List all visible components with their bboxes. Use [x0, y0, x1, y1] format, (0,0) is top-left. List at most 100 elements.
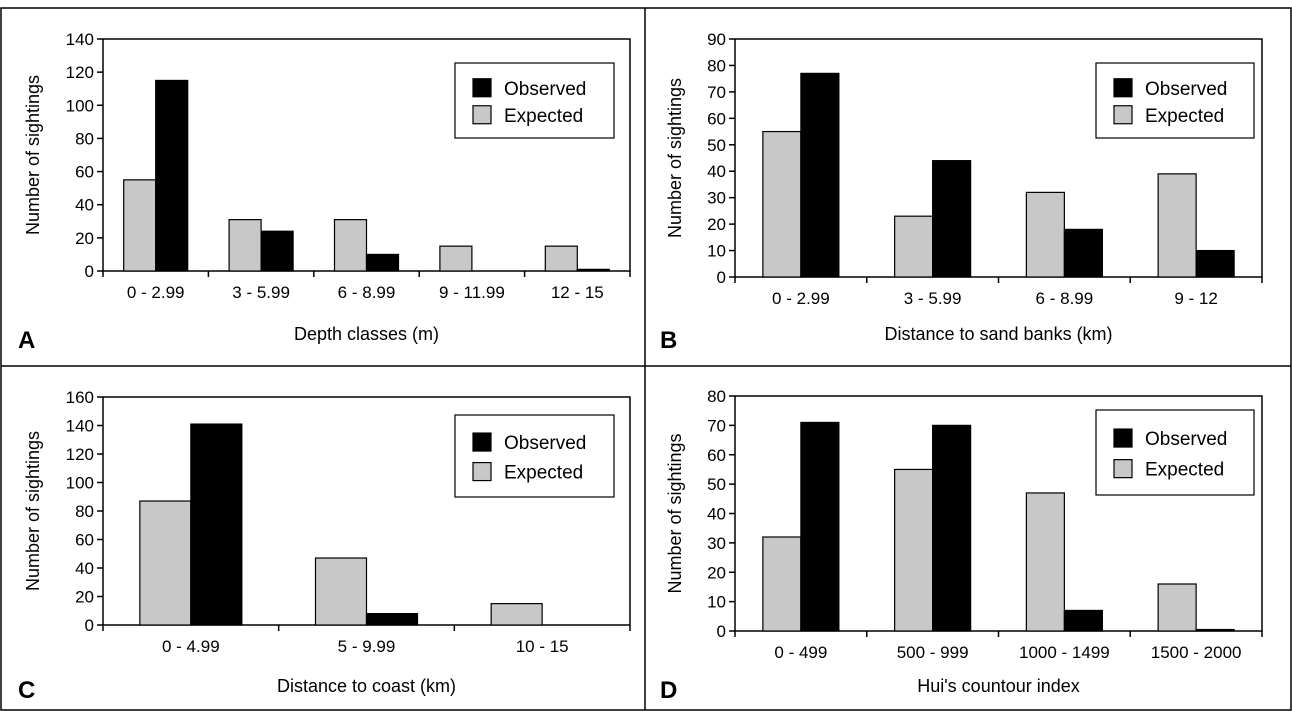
y-tick-label: 140 [66, 30, 94, 49]
x-tick-label: 6 - 8.99 [338, 283, 396, 302]
legend-swatch-expected [1113, 105, 1133, 125]
y-tick-label: 60 [75, 163, 94, 182]
bar-expected [762, 536, 802, 632]
y-tick-label: 60 [75, 531, 94, 550]
legend-label-expected: Expected [1145, 460, 1224, 481]
bar-observed [1063, 609, 1103, 632]
legend-box [454, 414, 615, 498]
y-tick-label: 70 [707, 83, 726, 102]
legend-box [1095, 409, 1255, 496]
chart-panel-b: 0 10 20 30 40 50 60 70 80 90 0 - 2.99 3 - 5.99 6 - 8… [660, 30, 1263, 354]
x-tick-label: 0 - 2.99 [772, 289, 830, 308]
y-tick-label: 10 [707, 593, 726, 612]
bar-observed [1195, 249, 1235, 278]
bar-expected [439, 245, 473, 272]
legend-swatch-observed [1113, 428, 1133, 448]
y-tick-label: 0 [85, 616, 94, 635]
y-tick-label: 40 [75, 196, 94, 215]
y-tick-label: 30 [707, 534, 726, 553]
legend: Observed Expected [1095, 62, 1255, 139]
panel-letter: B [660, 327, 677, 354]
y-tick-label: 10 [707, 242, 726, 261]
y-tick-label: 80 [707, 387, 726, 406]
bar-expected [1157, 173, 1197, 278]
bar-expected [228, 219, 262, 272]
y-tick-label: 40 [707, 505, 726, 524]
y-tick-label: 60 [707, 446, 726, 465]
bar-observed [800, 72, 840, 278]
legend: Observed Expected [454, 62, 615, 139]
x-tick-label: 3 - 5.99 [904, 289, 962, 308]
x-tick-label: 0 - 4.99 [162, 637, 220, 656]
bar-observed [800, 421, 840, 632]
y-tick-label: 20 [707, 563, 726, 582]
legend-swatch-expected [472, 105, 492, 125]
y-tick-label: 50 [707, 136, 726, 155]
x-tick-label: 6 - 8.99 [1036, 289, 1094, 308]
bar-observed [1063, 228, 1103, 278]
bar-expected [1025, 191, 1065, 278]
y-tick-label: 40 [707, 162, 726, 181]
legend-swatch-observed [472, 432, 492, 452]
y-tick-label: 80 [707, 56, 726, 75]
bar-expected [762, 130, 802, 278]
legend-swatch-observed [472, 78, 492, 98]
legend: Observed Expected [454, 414, 615, 498]
x-tick-label: 1500 - 2000 [1151, 643, 1242, 662]
legend-label-observed: Observed [1145, 79, 1227, 100]
panel-letter: D [660, 677, 677, 704]
y-tick-label: 120 [66, 63, 94, 82]
legend-label-expected: Expected [1145, 106, 1224, 127]
y-axis-title: Number of sightings [23, 431, 43, 591]
y-tick-label: 90 [707, 30, 726, 49]
bar-expected [123, 179, 157, 272]
bar-expected [1025, 492, 1065, 632]
y-tick-label: 0 [717, 268, 726, 287]
y-tick-label: 80 [75, 129, 94, 148]
legend-label-observed: Observed [504, 433, 586, 454]
bar-observed [932, 160, 972, 278]
bar-expected [314, 557, 368, 626]
y-axis-title: Number of sightings [23, 75, 43, 235]
x-tick-label: 12 - 15 [551, 283, 604, 302]
y-tick-label: 80 [75, 502, 94, 521]
bar-observed [576, 268, 610, 272]
legend-label-observed: Observed [504, 79, 586, 100]
x-tick-label: 0 - 2.99 [127, 283, 185, 302]
y-axis-title: Number of sightings [665, 78, 685, 238]
bar-expected [139, 500, 192, 626]
x-tick-label: 9 - 11.99 [439, 283, 505, 302]
bar-expected [490, 603, 543, 626]
x-tick-label: 500 - 999 [897, 643, 969, 662]
x-tick-label: 9 - 12 [1174, 289, 1217, 308]
bar-expected [1157, 583, 1197, 632]
y-tick-label: 50 [707, 475, 726, 494]
y-tick-label: 30 [707, 189, 726, 208]
bar-observed [365, 253, 400, 272]
x-axis-title: Distance to sand banks (km) [884, 324, 1112, 344]
legend-box [1095, 62, 1255, 139]
y-tick-label: 0 [717, 622, 726, 641]
bar-observed [932, 424, 972, 632]
legend-label-observed: Observed [1145, 429, 1227, 450]
bar-observed [260, 230, 294, 272]
y-tick-label: 70 [707, 416, 726, 435]
y-tick-label: 100 [66, 474, 94, 493]
bar-observed [1195, 628, 1235, 632]
chart-panel-a: 0 20 40 60 80 100 120 140 0 - 2.99 3 - 5.99 6 - 8.… [18, 30, 631, 354]
figure-border [0, 7, 1292, 711]
bar-expected [333, 219, 368, 272]
legend-label-expected: Expected [504, 106, 583, 127]
chart-panel-d: 0 10 20 30 40 50 60 70 80 0 - 499 500 - 999 1000 - … [660, 387, 1263, 704]
bar-expected [894, 468, 934, 632]
y-tick-label: 120 [66, 445, 94, 464]
x-tick-label: 3 - 5.99 [232, 283, 290, 302]
x-axis-title: Hui's countour index [917, 676, 1080, 696]
y-tick-label: 20 [707, 215, 726, 234]
bar-observed [190, 423, 243, 626]
y-tick-label: 20 [75, 588, 94, 607]
panel-letter: C [18, 677, 35, 704]
legend-label-expected: Expected [504, 463, 583, 484]
bar-observed [155, 79, 189, 272]
